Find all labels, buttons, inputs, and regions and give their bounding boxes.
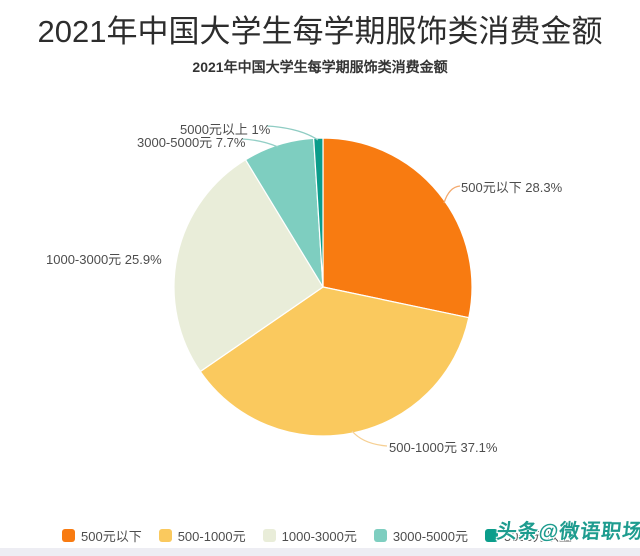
legend-label: 1000-3000元 (281, 529, 357, 544)
legend-swatch-500-below (62, 529, 75, 542)
legend-item-5000-above[interactable]: 5000元以上 (485, 526, 572, 545)
legend-label: 500-1000元 (177, 529, 246, 544)
legend-item-500-1000[interactable]: 500-1000元 (158, 526, 246, 545)
legend-swatch-1000-3000 (262, 529, 276, 542)
legend-label: 3000-5000元 (392, 529, 468, 544)
pie-slice-2[interactable] (199, 286, 470, 437)
leader-500-1000 (351, 430, 388, 447)
chart-title: 2021年中国大学生每学期服饰类消费金额 (192, 59, 448, 75)
callout-500-1000: 500-1000元 37.1% (389, 440, 498, 455)
legend-item-1000-3000[interactable]: 1000-3000元 (262, 526, 357, 545)
leader-500-below (443, 185, 461, 204)
legend: 500元以下 500-1000元 1000-3000元 3000-5000元 5… (62, 526, 572, 545)
legend-item-3000-5000[interactable]: 3000-5000元 (373, 526, 468, 545)
pie-slice-3[interactable] (173, 158, 324, 373)
legend-item-500-below[interactable]: 500元以下 (62, 526, 142, 545)
callout-500-below: 500元以下 28.3% (461, 180, 563, 195)
pie-slice-1[interactable] (322, 137, 473, 319)
leader-3000-5000 (241, 138, 279, 148)
callout-1000-3000: 1000-3000元 25.9% (46, 252, 162, 267)
bottom-edge-strip (0, 548, 640, 556)
legend-label: 500元以下 (81, 529, 142, 544)
legend-swatch-3000-5000 (373, 529, 387, 542)
callout-5000-above: 5000元以上 1% (180, 122, 271, 137)
page-title: 2021年中国大学生每学期服饰类消费金额 (37, 14, 603, 49)
legend-label: 5000元以上 (504, 529, 572, 544)
pie-slice-5[interactable] (313, 137, 324, 288)
legend-swatch-5000-above (485, 529, 498, 542)
leader-5000-above (266, 125, 319, 141)
legend-swatch-500-1000 (158, 529, 172, 542)
pie-slices[interactable] (173, 137, 473, 437)
callout-leader-lines (241, 125, 461, 447)
callout-3000-5000: 3000-5000元 7.7% (137, 135, 246, 150)
watermark: 头条@微语职场 (495, 521, 640, 543)
